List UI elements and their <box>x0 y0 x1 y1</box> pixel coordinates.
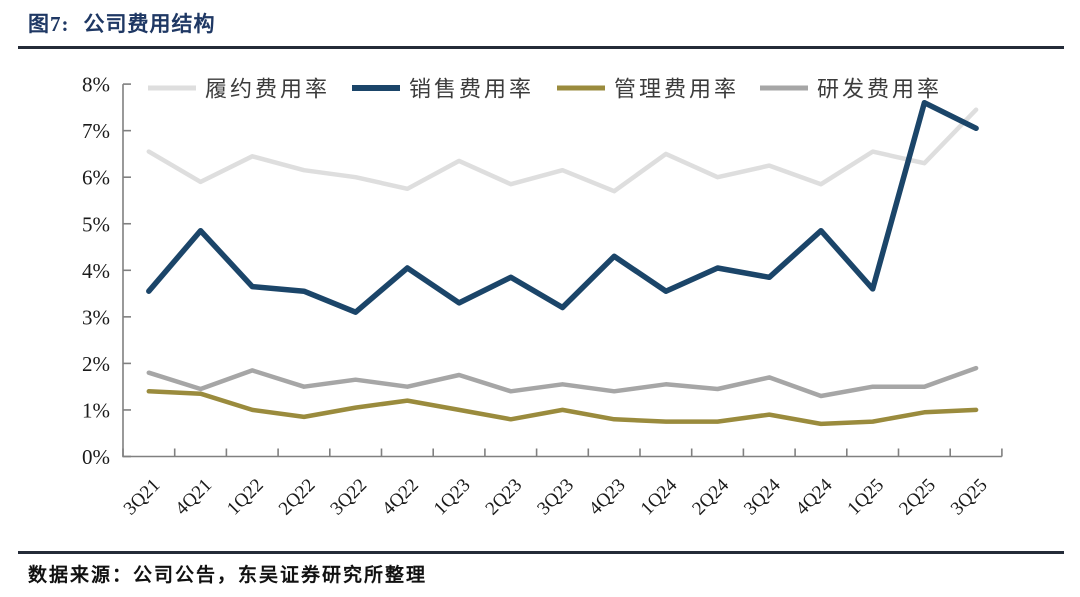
figure-header: 图7: 公司费用结构 <box>28 8 216 38</box>
x-axis-label: 2Q23 <box>482 475 527 520</box>
x-axis-label: 2Q22 <box>275 475 320 520</box>
y-axis-label: 6% <box>82 166 110 190</box>
x-axis-label: 1Q22 <box>223 475 268 520</box>
y-axis-label: 2% <box>82 352 110 376</box>
x-axis-label: 1Q25 <box>843 475 888 520</box>
x-axis-label: 2Q25 <box>895 475 940 520</box>
y-axis-label: 0% <box>82 445 110 469</box>
bottom-divider <box>18 551 1064 554</box>
legend-label-rd-expense-ratio: 研发费用率 <box>817 77 942 102</box>
y-axis-label: 7% <box>82 119 110 143</box>
series-line-selling-expense-ratio <box>146 99 979 315</box>
x-axis-label: 3Q21 <box>120 475 165 520</box>
series-line-rd-expense-ratio <box>146 365 979 399</box>
series-line-fulfillment-expense-ratio <box>146 107 979 194</box>
x-axis-label: 3Q25 <box>947 475 992 520</box>
legend-label-admin-expense-ratio: 管理费用率 <box>614 77 739 102</box>
x-axis-label: 4Q21 <box>171 475 216 520</box>
top-divider <box>18 46 1064 49</box>
y-axis-label: 4% <box>82 259 110 283</box>
x-axis-label: 1Q24 <box>637 474 682 519</box>
y-axis-label: 5% <box>82 212 110 236</box>
x-axis-label: 4Q22 <box>378 475 423 520</box>
x-axis-label: 2Q24 <box>688 474 733 519</box>
legend-label-selling-expense-ratio: 销售费用率 <box>409 77 534 102</box>
axis-frame <box>122 84 1002 458</box>
x-axis-label: 4Q24 <box>792 474 837 519</box>
series-line-admin-expense-ratio <box>146 389 979 427</box>
x-axis-label: 1Q23 <box>430 475 475 520</box>
data-source-note: 数据来源：公司公告，东吴证券研究所整理 <box>28 565 428 586</box>
x-axis-label: 3Q22 <box>326 475 371 520</box>
y-axis-label: 1% <box>82 398 110 422</box>
x-axis-label: 4Q23 <box>585 475 630 520</box>
y-axis-label: 3% <box>82 305 110 329</box>
legend-label-fulfillment-expense-ratio: 履约费用率 <box>205 77 330 102</box>
figure-number: 图7: <box>28 12 70 36</box>
x-axis-label: 3Q23 <box>533 475 578 520</box>
y-axis-label: 8% <box>82 73 110 97</box>
x-axis-label: 3Q24 <box>740 474 785 519</box>
figure-title: 公司费用结构 <box>83 12 216 36</box>
